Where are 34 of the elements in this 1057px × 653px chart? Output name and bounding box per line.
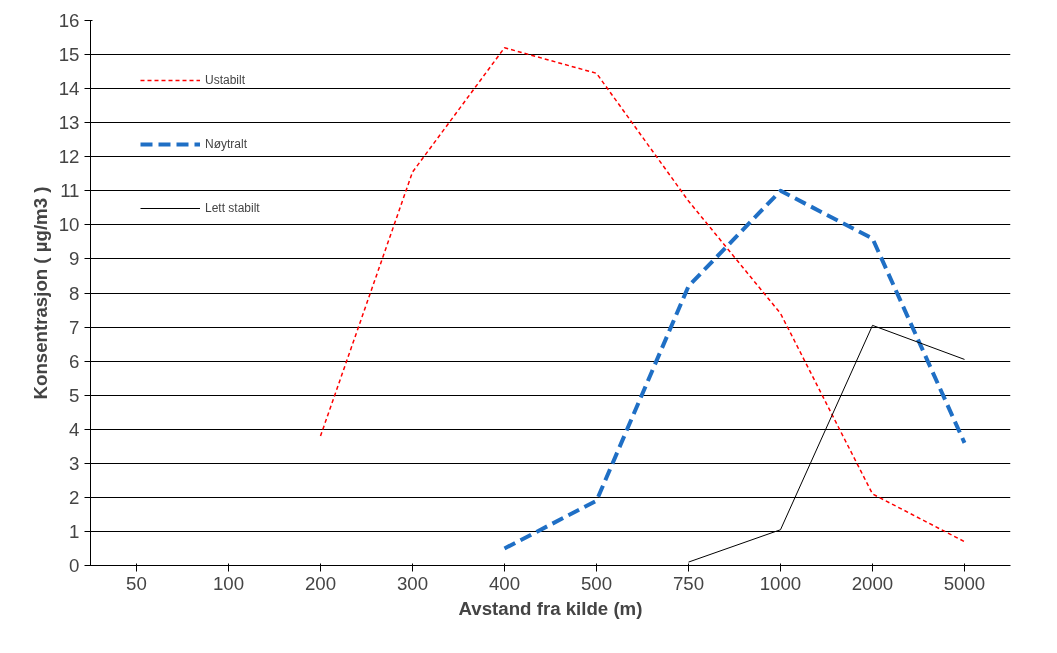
x-tick-label: 200 <box>304 572 337 594</box>
y-tick-label: 10 <box>58 214 80 236</box>
y-tick-label: 7 <box>69 316 80 338</box>
y-tick-label: 8 <box>69 282 80 304</box>
x-tick-label: 1000 <box>759 572 802 594</box>
y-tick-label: 6 <box>69 350 80 372</box>
y-tick-label: 12 <box>58 146 80 168</box>
line-series <box>502 188 967 551</box>
x-tick-label: 5000 <box>943 572 986 594</box>
y-tick-label: 0 <box>69 555 80 576</box>
x-tick-label: 50 <box>126 572 147 594</box>
y-tick-label: 4 <box>69 418 80 440</box>
line-series <box>319 47 966 543</box>
x-tick-label: 2000 <box>851 572 894 594</box>
legend-label: Lett stabilt <box>205 201 260 215</box>
x-axis-title: Avstand fra kilde (m) <box>458 597 643 619</box>
legend-label: Ustabilt <box>205 73 246 87</box>
legend-label: Nøytralt <box>205 137 247 151</box>
y-tick-label: 1 <box>69 520 80 542</box>
y-tick-label: 11 <box>60 180 80 202</box>
y-tick-label: 9 <box>69 248 80 270</box>
y-tick-label: 16 <box>58 10 80 31</box>
y-tick-label: 2 <box>69 486 80 508</box>
x-tick-label: 100 <box>212 572 245 594</box>
y-axis-title: Konsentrasjon ( µg/m3 ) <box>29 186 51 400</box>
y-tick-label: 3 <box>69 452 80 474</box>
y-tick-label: 15 <box>58 44 80 66</box>
y-tick-label: 5 <box>69 384 80 406</box>
x-tick-label: 400 <box>488 572 521 594</box>
y-tick-label: 13 <box>58 112 80 134</box>
y-tick-label: 14 <box>58 78 80 100</box>
x-tick-label: 500 <box>580 572 613 594</box>
x-tick-label: 750 <box>672 572 705 594</box>
x-tick-label: 300 <box>396 572 429 594</box>
